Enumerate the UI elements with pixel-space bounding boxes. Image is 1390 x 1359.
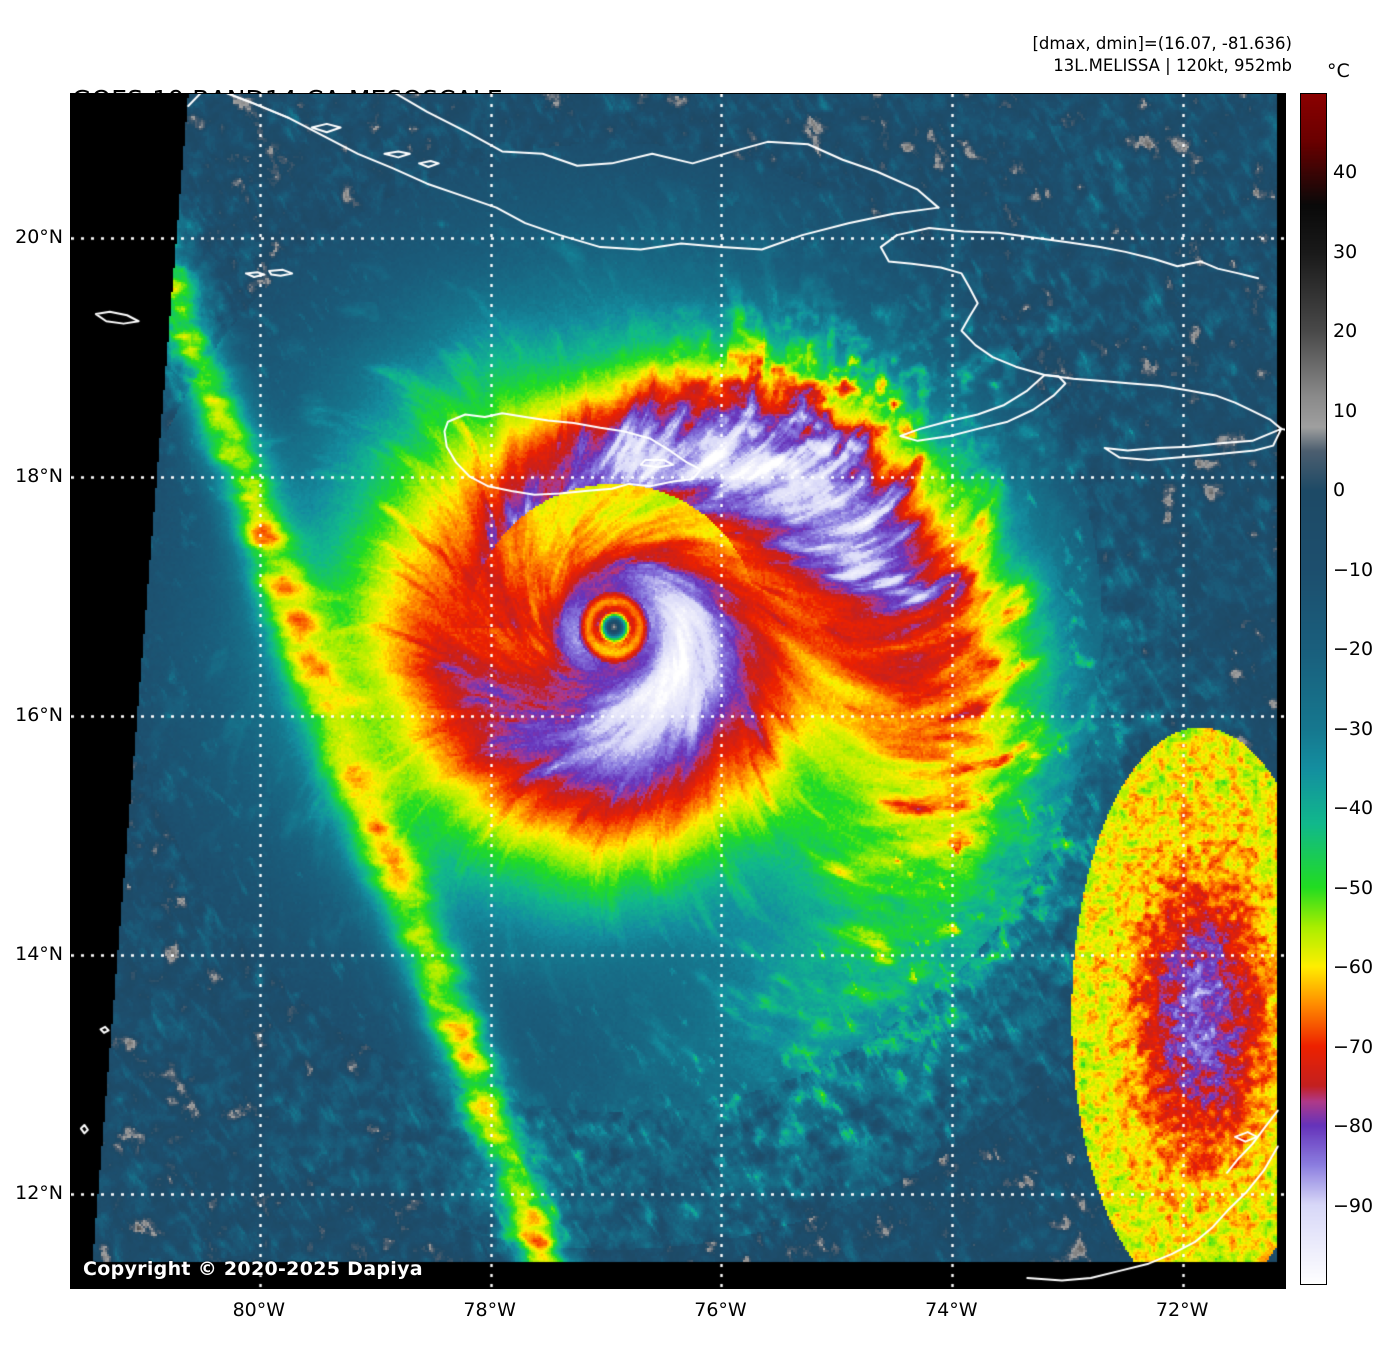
latitude-tick-label: 20°N (15, 225, 63, 248)
colorbar-tick-label: 40 (1333, 161, 1358, 184)
latitude-tick-label: 18°N (15, 464, 63, 487)
colorbar-tick-label: −50 (1333, 876, 1374, 899)
longitude-tick-label: 78°W (463, 1299, 516, 1321)
colorbar-tick-label: 10 (1333, 399, 1358, 422)
colorbar-tick-label: 0 (1333, 479, 1346, 502)
longitude-tick-label: 80°W (232, 1299, 286, 1321)
coastline-and-grid-overlay (71, 94, 1285, 1288)
colorbar-tick-label: 30 (1333, 240, 1358, 263)
colorbar-tick-label: −40 (1333, 797, 1374, 820)
colorbar-gradient (1301, 94, 1326, 1284)
colorbar-tick-label: −60 (1333, 956, 1374, 979)
longitude-tick-label: 76°W (694, 1299, 747, 1321)
colorbar-tick-label: −80 (1333, 1115, 1374, 1138)
latitude-tick-label: 16°N (15, 703, 63, 726)
colorbar-tick-label: −30 (1333, 717, 1374, 740)
colorbar-tick-label: −20 (1333, 638, 1374, 661)
dmax-dmin-label: [dmax, dmin]=(16.07, -81.636) (1032, 34, 1293, 53)
storm-info-label: 13L.MELISSA | 120kt, 952mb (1053, 56, 1292, 75)
colorbar-tick-label: 20 (1333, 320, 1358, 343)
colorbar (1300, 93, 1327, 1285)
latitude-tick-label: 14°N (15, 943, 63, 966)
copyright-label: Copyright © 2020-2025 Dapiya (83, 1258, 423, 1280)
colorbar-tick-label: −10 (1333, 558, 1374, 581)
colorbar-unit-label: °C (1327, 60, 1350, 82)
colorbar-tick-label: −70 (1333, 1035, 1374, 1058)
satellite-image-panel[interactable]: Copyright © 2020-2025 Dapiya (70, 93, 1286, 1289)
latitude-tick-label: 12°N (15, 1182, 63, 1205)
figure-annotation-block: [dmax, dmin]=(16.07, -81.636) 13L.MELISS… (1033, 33, 1293, 77)
longitude-tick-label: 74°W (925, 1299, 978, 1321)
longitude-tick-label: 72°W (1155, 1299, 1209, 1321)
colorbar-tick-label: −90 (1333, 1194, 1374, 1217)
